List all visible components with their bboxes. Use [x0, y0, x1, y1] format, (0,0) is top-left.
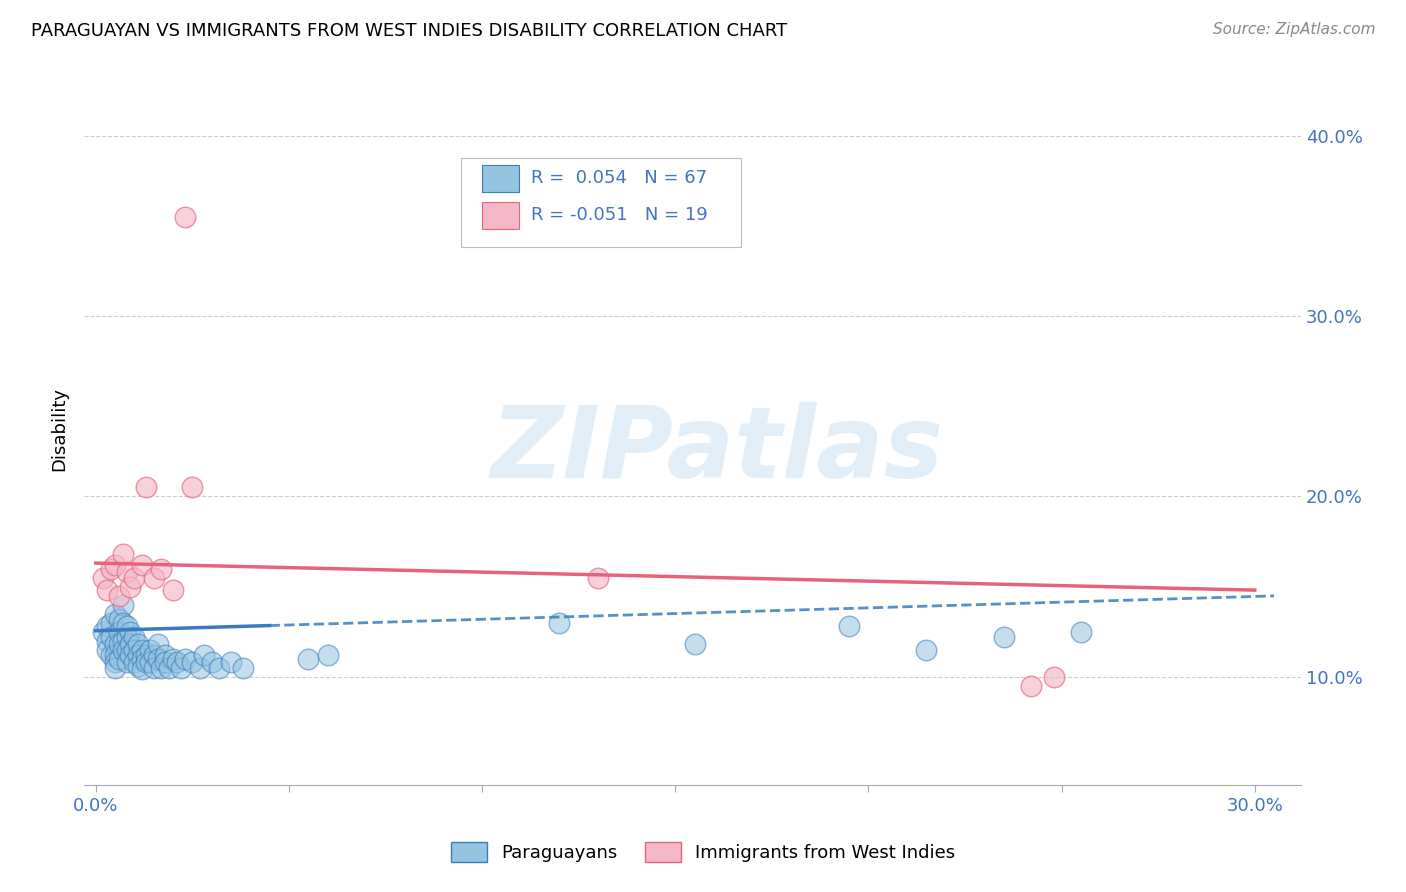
Point	[297, 651, 319, 665]
Point	[838, 619, 860, 633]
Point	[111, 598, 134, 612]
Point	[915, 642, 938, 657]
Point	[108, 651, 131, 665]
Text: R =  0.054   N = 67: R = 0.054 N = 67	[531, 169, 707, 187]
Text: Source: ZipAtlas.com: Source: ZipAtlas.com	[1212, 22, 1375, 37]
Point	[93, 570, 115, 584]
Point	[127, 658, 149, 673]
Point	[104, 655, 127, 669]
Point	[108, 589, 131, 603]
Point	[150, 660, 173, 674]
Point	[108, 637, 131, 651]
Point	[127, 648, 149, 662]
Point	[142, 660, 165, 674]
Point	[120, 648, 142, 662]
FancyBboxPatch shape	[482, 202, 519, 229]
Point	[111, 642, 134, 657]
Point	[115, 565, 138, 579]
Point	[108, 624, 131, 639]
Point	[146, 651, 169, 665]
Point	[173, 210, 195, 224]
Point	[208, 660, 231, 674]
Point	[100, 648, 122, 662]
Point	[96, 633, 118, 648]
Point	[120, 624, 142, 639]
Point	[173, 651, 195, 665]
Point	[131, 651, 153, 665]
Point	[111, 547, 134, 561]
Legend: Paraguayans, Immigrants from West Indies: Paraguayans, Immigrants from West Indies	[443, 834, 963, 870]
Point	[162, 651, 184, 665]
Point	[93, 624, 115, 639]
Point	[124, 630, 146, 644]
Point	[142, 648, 165, 662]
Point	[104, 648, 127, 662]
Point	[139, 655, 162, 669]
Y-axis label: Disability: Disability	[51, 387, 67, 471]
Point	[131, 662, 153, 676]
Point	[231, 660, 253, 674]
Point	[131, 642, 153, 657]
Point	[316, 648, 339, 662]
Point	[135, 648, 157, 662]
Point	[150, 561, 173, 575]
Point	[1019, 679, 1042, 693]
Point	[100, 561, 122, 575]
Point	[146, 637, 169, 651]
Point	[135, 480, 157, 494]
Point	[104, 637, 127, 651]
Point	[104, 660, 127, 674]
Point	[193, 648, 215, 662]
Point	[124, 570, 146, 584]
Point	[201, 655, 224, 669]
Point	[135, 655, 157, 669]
Point	[124, 655, 146, 669]
Point	[96, 583, 118, 598]
Point	[586, 570, 609, 584]
Point	[219, 655, 242, 669]
Text: R = -0.051   N = 19: R = -0.051 N = 19	[531, 206, 707, 224]
FancyBboxPatch shape	[482, 165, 519, 192]
Point	[120, 580, 142, 594]
Point	[188, 660, 211, 674]
Point	[115, 655, 138, 669]
Point	[115, 630, 138, 644]
Point	[993, 630, 1015, 644]
Point	[115, 619, 138, 633]
Point	[100, 615, 122, 630]
Point	[100, 630, 122, 644]
Point	[111, 633, 134, 648]
Point	[155, 648, 177, 662]
Point	[166, 655, 188, 669]
FancyBboxPatch shape	[461, 159, 741, 247]
Point	[139, 642, 162, 657]
Point	[1070, 624, 1092, 639]
Point	[142, 570, 165, 584]
Point	[104, 558, 127, 572]
Text: ZIPatlas: ZIPatlas	[491, 401, 943, 499]
Point	[162, 583, 184, 598]
Text: PARAGUAYAN VS IMMIGRANTS FROM WEST INDIES DISABILITY CORRELATION CHART: PARAGUAYAN VS IMMIGRANTS FROM WEST INDIE…	[31, 22, 787, 40]
Point	[155, 655, 177, 669]
Point	[131, 558, 153, 572]
Point	[127, 637, 149, 651]
Point	[96, 619, 118, 633]
Point	[96, 642, 118, 657]
Point	[124, 642, 146, 657]
Point	[120, 637, 142, 651]
Point	[181, 480, 204, 494]
Point	[104, 607, 127, 621]
Point	[115, 642, 138, 657]
Point	[548, 615, 571, 630]
Point	[1043, 670, 1066, 684]
Point	[157, 660, 180, 674]
Point	[111, 615, 134, 630]
Point	[108, 612, 131, 626]
Point	[181, 655, 204, 669]
Point	[170, 660, 193, 674]
Point	[683, 637, 706, 651]
